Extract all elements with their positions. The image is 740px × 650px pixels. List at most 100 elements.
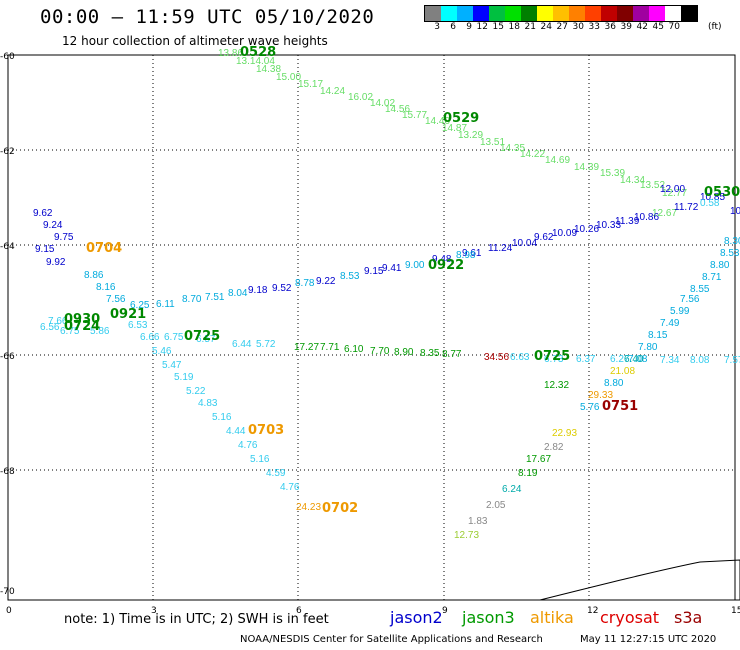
- wave-height-value: 1.83: [468, 516, 488, 527]
- wave-height-value: 10.26: [574, 224, 599, 235]
- wave-height-value: 5.72: [256, 339, 276, 350]
- wave-height-value: 10.33: [596, 220, 621, 231]
- wave-height-value: 13.14.04: [236, 56, 275, 67]
- x-tick-label: 0: [6, 606, 12, 616]
- legend-jason2: jason2: [390, 608, 443, 627]
- wave-height-value: 6.27: [610, 354, 630, 365]
- y-tick-label: -64: [0, 242, 15, 252]
- wave-height-value: 6.40: [624, 354, 644, 365]
- wave-height-value: 9.62: [33, 208, 53, 219]
- color-scale-label: 27: [556, 22, 568, 32]
- wave-height-value: 15.00: [276, 72, 301, 83]
- wave-height-value: 10.86: [634, 212, 659, 223]
- legend-jason3: jason3: [462, 608, 515, 627]
- x-tick-label: 3: [151, 606, 157, 616]
- color-scale-unit: (ft): [708, 22, 722, 32]
- wave-height-value: 0.58: [700, 198, 720, 209]
- wave-height-value: 7.51: [205, 292, 225, 303]
- wave-height-value: 6.10: [344, 344, 364, 355]
- pass-time-label: 0725: [184, 329, 220, 344]
- color-swatch: [681, 6, 697, 21]
- wave-height-value: 8.70: [182, 294, 202, 305]
- pass-time-label: 0703: [248, 423, 284, 438]
- y-tick-label: -66: [0, 352, 15, 362]
- pass-time-label: 0922: [428, 258, 464, 273]
- pass-time-label: 0724: [64, 319, 100, 334]
- wave-height-value: 4.59: [266, 468, 286, 479]
- wave-height-value: 4.76: [238, 440, 258, 451]
- wave-height-value: 14.87: [442, 123, 467, 134]
- credit-text: NOAA/NESDIS Center for Satellite Applica…: [240, 634, 543, 645]
- color-swatch: [569, 6, 585, 21]
- wave-height-value: 9.15: [364, 266, 384, 277]
- y-tick-label: -70: [0, 587, 15, 597]
- color-scale-label: 70: [668, 22, 680, 32]
- wave-height-value: 9.18: [248, 285, 268, 296]
- color-swatch: [633, 6, 649, 21]
- wave-height-value: 5.22: [186, 386, 206, 397]
- wave-height-value: 6.73: [544, 354, 564, 365]
- x-tick-label: 6: [296, 606, 302, 616]
- wave-height-value: 7.56: [106, 294, 126, 305]
- color-scale-label: 33: [588, 22, 600, 32]
- wave-height-value: 7.70: [370, 346, 390, 357]
- wave-height-value: 7.66: [48, 316, 68, 327]
- wave-height-value: 5.76: [580, 402, 600, 413]
- color-scale-label: 42: [636, 22, 648, 32]
- color-scale-label: 30: [572, 22, 584, 32]
- wave-height-value: 9.61: [462, 248, 482, 259]
- wave-height-value: 6.57: [196, 334, 216, 345]
- wave-height-value: 7.71: [320, 342, 340, 353]
- wave-height-value: 12.32: [544, 380, 569, 391]
- color-scale-label: 6: [450, 22, 456, 32]
- wave-height-value: 11.24: [488, 243, 513, 254]
- legend-s3a: s3a: [674, 608, 703, 627]
- wave-height-value: 6.37: [576, 354, 596, 365]
- wave-height-value: 29.33: [588, 390, 613, 401]
- color-scale-bar: [424, 5, 698, 22]
- wave-height-value: 9.62: [534, 232, 554, 243]
- pass-time-label: 0725: [534, 349, 570, 364]
- wave-height-value: 12.73: [454, 530, 479, 541]
- wave-height-value: 14.39: [574, 162, 599, 173]
- wave-height-value: 8.08: [690, 355, 710, 366]
- wave-height-value: 8.80: [604, 378, 624, 389]
- color-swatch: [537, 6, 553, 21]
- color-swatch: [665, 6, 681, 21]
- wave-height-value: 4.76: [280, 482, 300, 493]
- color-swatch: [457, 6, 473, 21]
- wave-height-value: 5.86: [90, 326, 110, 337]
- wave-height-value: 8.35: [420, 348, 440, 359]
- wave-height-value: 10.09: [552, 228, 577, 239]
- wave-height-value: 6.66: [140, 332, 160, 343]
- wave-height-value: 8.53: [720, 248, 740, 259]
- wave-height-value: 12.77: [662, 188, 687, 199]
- color-swatch: [649, 6, 665, 21]
- map-grid: [8, 55, 735, 600]
- wave-height-value: 5.16: [250, 454, 270, 465]
- wave-height-value: 17.67: [526, 454, 551, 465]
- wave-height-value: 5.19: [174, 372, 194, 383]
- color-scale-labels: 3 6 9 12 15 18 21 24 27 30 33 36 39 42 45 70: [424, 22, 680, 32]
- wave-height-value: 12.00: [660, 184, 685, 195]
- wave-height-value: 7.80: [638, 342, 658, 353]
- color-scale-label: 39: [620, 22, 632, 32]
- x-tick-label: 15: [731, 606, 740, 616]
- color-swatch: [505, 6, 521, 21]
- wave-height-value: 17.27: [294, 342, 319, 353]
- wave-height-value: 16.02: [348, 92, 373, 103]
- y-tick-label: -68: [0, 467, 15, 477]
- wave-height-value: 9.41: [382, 263, 402, 274]
- wave-height-value: 5.99: [670, 306, 690, 317]
- y-tick-label: -60: [0, 52, 15, 62]
- wave-height-value: 6.11: [156, 299, 175, 310]
- color-scale-label: 24: [540, 22, 552, 32]
- wave-height-value: 11.39: [615, 216, 640, 227]
- wave-height-value: 6.56: [40, 322, 60, 333]
- color-scale-label: 12: [476, 22, 488, 32]
- wave-height-value: 10.85: [700, 192, 725, 203]
- wave-height-value: 2.05: [486, 500, 506, 511]
- wave-height-value: 8.98: [456, 250, 476, 261]
- wave-height-value: 8.04: [228, 288, 248, 299]
- wave-height-value: 9.48: [432, 254, 452, 265]
